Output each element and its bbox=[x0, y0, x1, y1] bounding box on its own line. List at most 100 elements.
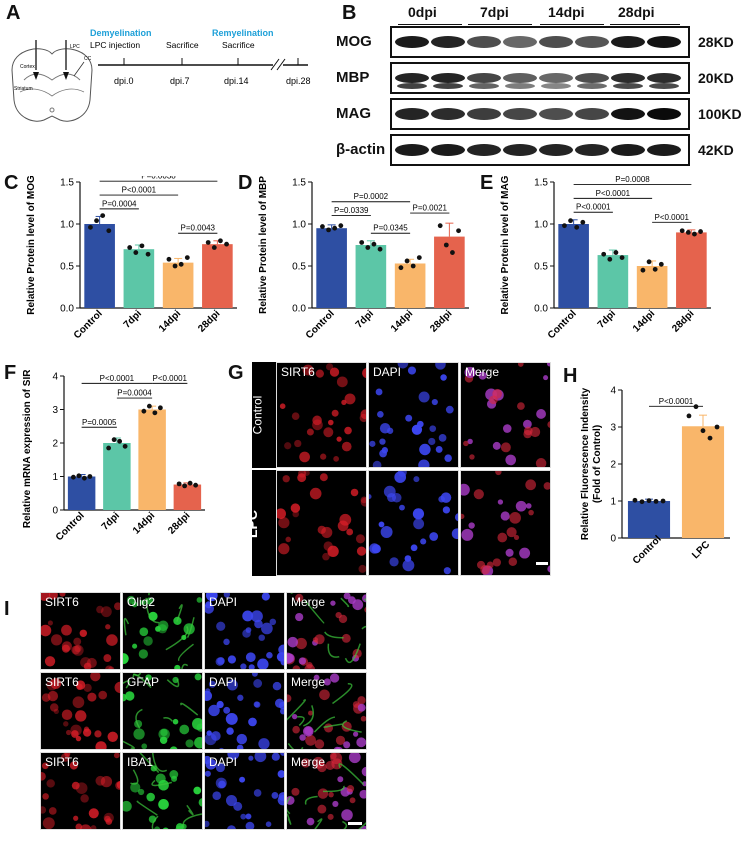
cell bbox=[341, 809, 353, 821]
channel-label: DAPI bbox=[209, 755, 238, 769]
cell bbox=[319, 689, 330, 701]
cell bbox=[327, 813, 334, 820]
process bbox=[151, 815, 159, 829]
cell bbox=[358, 564, 366, 573]
cell bbox=[389, 557, 399, 567]
p-value: P=0.0004 bbox=[102, 199, 137, 208]
process bbox=[123, 680, 131, 689]
cell bbox=[98, 690, 108, 700]
cell bbox=[369, 440, 376, 447]
cell bbox=[71, 645, 81, 655]
process bbox=[364, 598, 366, 602]
process bbox=[135, 708, 143, 729]
cell bbox=[143, 636, 153, 646]
cell bbox=[73, 637, 82, 646]
cell bbox=[298, 471, 307, 478]
cell bbox=[236, 733, 248, 745]
process bbox=[186, 804, 194, 816]
cell bbox=[303, 471, 310, 476]
cell bbox=[356, 546, 366, 556]
bar bbox=[103, 443, 131, 510]
data-point bbox=[653, 498, 659, 504]
cell bbox=[196, 597, 202, 603]
cell bbox=[292, 665, 301, 669]
cell bbox=[80, 794, 89, 803]
y-tick-label: 1.0 bbox=[534, 220, 548, 231]
cell bbox=[223, 638, 230, 646]
cell bbox=[478, 371, 487, 380]
cell bbox=[304, 664, 316, 669]
cell bbox=[535, 458, 547, 467]
cell bbox=[179, 724, 190, 735]
cell bbox=[349, 797, 356, 804]
microscopy-image: SIRT6 bbox=[40, 592, 121, 670]
cell bbox=[75, 680, 86, 690]
cell bbox=[278, 543, 290, 555]
cell bbox=[48, 807, 57, 815]
cell bbox=[114, 681, 120, 694]
data-point bbox=[686, 413, 692, 419]
process bbox=[166, 678, 180, 688]
data-point bbox=[562, 223, 567, 229]
data-point bbox=[404, 258, 410, 264]
blot-band bbox=[395, 144, 429, 156]
cell bbox=[205, 688, 211, 694]
blot-row-label: MAG bbox=[336, 105, 371, 122]
cell bbox=[295, 593, 304, 602]
cell bbox=[105, 665, 113, 669]
data-point bbox=[218, 238, 223, 244]
data-point bbox=[450, 250, 455, 255]
cell bbox=[83, 683, 92, 693]
channel-label: SIRT6 bbox=[45, 755, 79, 769]
blot-band bbox=[503, 108, 537, 120]
cell bbox=[359, 789, 366, 799]
cell bbox=[217, 657, 225, 665]
blot-kd-label: 100KD bbox=[698, 106, 742, 122]
cell bbox=[295, 637, 307, 650]
cell bbox=[226, 727, 234, 735]
cell bbox=[323, 427, 334, 438]
blot-band bbox=[577, 83, 607, 89]
cell bbox=[169, 746, 178, 749]
bar bbox=[84, 224, 115, 308]
channel-label: SIRT6 bbox=[45, 595, 79, 609]
cell bbox=[461, 513, 465, 519]
y-tick-label: 1.5 bbox=[534, 178, 548, 189]
data-point bbox=[632, 497, 638, 503]
y-tick-label: 4 bbox=[52, 372, 58, 383]
p-value: P=0.0043 bbox=[181, 224, 216, 233]
channel-label: Merge bbox=[291, 595, 326, 609]
cell bbox=[346, 785, 355, 793]
cell bbox=[547, 421, 550, 428]
p-value: P<0.0001 bbox=[576, 203, 611, 212]
blot-band bbox=[467, 108, 501, 120]
blot-group-header: 0dpi 7dpi 14dpi 28dpi bbox=[398, 4, 688, 25]
cell bbox=[440, 374, 447, 381]
cell bbox=[158, 799, 169, 810]
cell bbox=[417, 420, 424, 428]
cell bbox=[306, 428, 314, 436]
cell bbox=[44, 656, 56, 667]
cell bbox=[194, 737, 202, 749]
data-point bbox=[157, 405, 163, 411]
blot-band bbox=[539, 73, 573, 83]
cell bbox=[251, 673, 258, 677]
data-point bbox=[172, 263, 178, 269]
process bbox=[180, 702, 199, 716]
blot-band bbox=[467, 144, 501, 156]
blot-band bbox=[503, 36, 537, 48]
process bbox=[340, 597, 350, 608]
cell bbox=[47, 690, 59, 702]
category-label: 7dpi bbox=[100, 510, 122, 532]
cell bbox=[253, 701, 260, 708]
panel-a-letter: A bbox=[6, 2, 21, 24]
cell bbox=[338, 614, 348, 624]
data-point bbox=[698, 229, 703, 234]
cell bbox=[258, 634, 265, 641]
cell bbox=[473, 489, 484, 500]
cell bbox=[71, 781, 80, 790]
cell bbox=[225, 795, 238, 807]
p-value: P<0.0001 bbox=[122, 186, 157, 195]
data-point bbox=[193, 482, 199, 488]
data-point bbox=[639, 499, 645, 505]
